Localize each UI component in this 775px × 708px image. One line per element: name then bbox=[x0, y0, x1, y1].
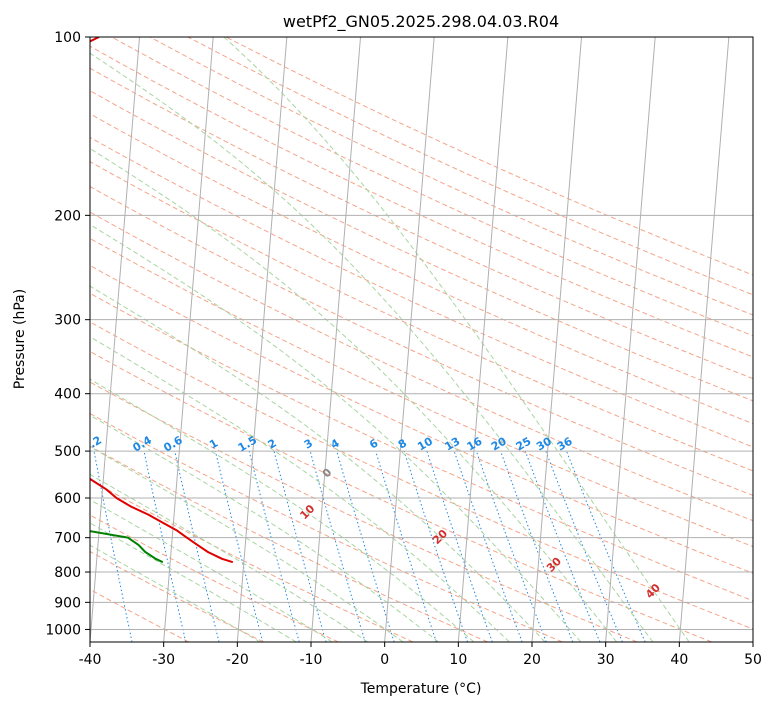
mixing-ratio-line bbox=[524, 450, 601, 642]
moist-adiabat-line bbox=[223, 37, 690, 642]
moist-adiabat-line bbox=[90, 473, 368, 642]
mixing-ratio-line bbox=[500, 450, 574, 642]
y-tick-label: 900 bbox=[54, 595, 81, 611]
x-tick-label: 0 bbox=[380, 652, 389, 668]
plot-background bbox=[90, 37, 753, 642]
x-tick-label: 40 bbox=[670, 652, 688, 668]
isotherm-line bbox=[678, 37, 730, 642]
dry-adiabat-line bbox=[90, 514, 339, 642]
isobars bbox=[90, 37, 753, 630]
y-tick-label: 300 bbox=[54, 313, 81, 329]
moist-adiabat-line bbox=[90, 378, 475, 642]
plot-frame bbox=[89, 36, 754, 643]
dry-adiabat-line bbox=[90, 321, 753, 630]
dry-adiabat-line bbox=[90, 381, 638, 642]
isotherm-line bbox=[163, 37, 214, 642]
y-tick-label: 1000 bbox=[45, 622, 81, 638]
plot-area: 0.10.20.40.611.52346810131620253036-100-… bbox=[90, 37, 753, 642]
moist-adiabat-line bbox=[90, 522, 297, 642]
x-tick-label: 10 bbox=[449, 652, 467, 668]
mixing-ratio-line bbox=[545, 450, 623, 642]
moist-adiabat-line bbox=[90, 52, 654, 642]
isotherm-line bbox=[236, 37, 288, 642]
mixing-ratio-line bbox=[453, 450, 523, 642]
x-tick-label: -30 bbox=[152, 652, 175, 668]
isotherm-line bbox=[90, 37, 141, 642]
temperature-profile-line bbox=[90, 37, 234, 564]
y-tick-label: 700 bbox=[54, 531, 81, 547]
x-tick-label: 20 bbox=[523, 652, 541, 668]
isotherm-line bbox=[310, 37, 362, 642]
y-tick-label: 100 bbox=[54, 30, 81, 46]
y-tick-label: 200 bbox=[54, 208, 81, 224]
mixing-ratio-line bbox=[93, 451, 133, 642]
isotherm-line bbox=[384, 37, 435, 642]
y-tick-label: 500 bbox=[54, 444, 81, 460]
dry-adiabat-line bbox=[90, 550, 264, 642]
mixing-ratio-line bbox=[143, 450, 187, 642]
mixing-ratio-line bbox=[273, 450, 327, 642]
y-axis: 100 200 300 400 500 600 700 800 900 1000 bbox=[45, 30, 90, 638]
x-tick-label: -10 bbox=[300, 652, 323, 668]
mixing-ratio-line bbox=[403, 450, 468, 642]
chart-title: wetPf2_GN05.2025.298.04.03.R04 bbox=[283, 12, 559, 32]
y-tick-label: 800 bbox=[54, 565, 81, 581]
x-tick-label: 30 bbox=[597, 652, 615, 668]
dry-adiabats bbox=[90, 37, 753, 642]
mixing-ratio-line bbox=[309, 450, 366, 642]
isotherm-line bbox=[605, 37, 656, 642]
x-tick-label: -40 bbox=[79, 652, 102, 668]
mixing-ratio-line bbox=[475, 450, 547, 642]
moist-adiabat-line bbox=[90, 285, 546, 642]
dry-adiabat-line bbox=[187, 37, 753, 296]
sounding-series bbox=[90, 37, 234, 564]
mixing-ratio-line bbox=[214, 450, 264, 642]
y-tick-label: 400 bbox=[54, 387, 81, 403]
moist-adiabat-line bbox=[90, 336, 510, 642]
y-axis-label: Pressure (hPa) bbox=[12, 289, 28, 389]
x-tick-label: 50 bbox=[744, 652, 762, 668]
moist-adiabat-line bbox=[90, 446, 404, 642]
moist-adiabat-line bbox=[90, 223, 582, 642]
dry-adiabat-line bbox=[90, 185, 753, 497]
dry-adiabat-line bbox=[90, 136, 753, 448]
moist-adiabats bbox=[90, 37, 690, 642]
dry-adiabat-line bbox=[90, 412, 563, 642]
dry-adiabat-line bbox=[149, 37, 753, 316]
y-tick-label: 600 bbox=[54, 491, 81, 507]
x-axis-label: Temperature (°C) bbox=[360, 681, 482, 697]
dry-adiabat-line bbox=[90, 292, 753, 602]
isotherms bbox=[90, 37, 753, 642]
x-tick-label: -20 bbox=[226, 652, 249, 668]
dry-adiabat-line bbox=[90, 211, 753, 522]
mixing-ratio-line bbox=[174, 450, 220, 642]
moist-adiabat-line bbox=[90, 148, 618, 642]
dry-adiabat-line bbox=[90, 237, 753, 548]
mixing-ratio-line bbox=[248, 450, 300, 642]
moist-adiabat-line bbox=[90, 544, 261, 642]
mixing-ratio-line bbox=[375, 450, 437, 642]
isotherm-line bbox=[531, 37, 583, 642]
x-axis: -40 -30 -20 -10 0 10 20 30 40 50 bbox=[79, 642, 762, 668]
dry-adiabat-line bbox=[111, 37, 753, 337]
isotherm-line bbox=[457, 37, 509, 642]
dry-adiabat-line bbox=[90, 588, 190, 642]
dry-adiabat-line bbox=[90, 161, 753, 472]
